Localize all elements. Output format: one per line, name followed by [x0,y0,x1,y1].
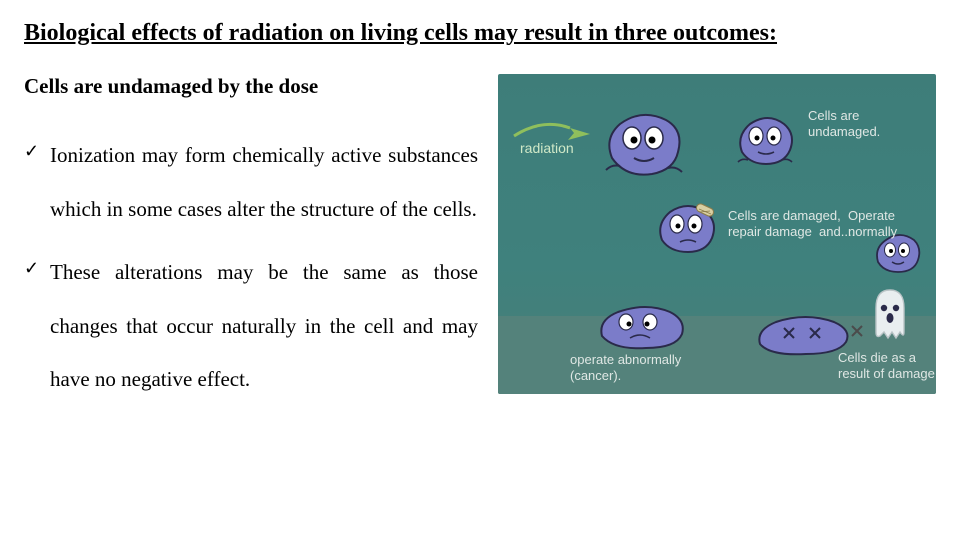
page-title: Biological effects of radiation on livin… [24,18,936,48]
bullet-item: ✓ These alterations may be the same as t… [24,246,478,407]
bullet-item: ✓ Ionization may form chemically active … [24,129,478,236]
subtitle: Cells are undamaged by the dose [24,74,478,99]
cell-abnormal [596,302,688,352]
cell-undamaged [734,114,796,170]
bullet-text: Ionization may form chemically active su… [50,143,478,221]
label-die: Cells die as a result of damage. [838,350,936,383]
bullet-text: These alterations may be the same as tho… [50,260,478,391]
check-icon: ✓ [24,129,39,175]
label-undamaged: Cells are undamaged. [808,108,880,141]
cell-illustration: radiation [498,74,936,394]
content-row: Cells are undamaged by the dose ✓ Ioniza… [24,74,936,417]
label-abnormal: operate abnormally (cancer). [570,352,681,385]
illustration-column: radiation [498,74,936,417]
label-damaged: Cells are damaged, repair damage and.... [728,208,855,241]
cell-initial [602,108,686,180]
radiation-label: radiation [520,140,574,156]
cell-ghost [870,288,910,342]
check-icon: ✓ [24,246,39,292]
label-operate: Operate normally [848,208,936,241]
cell-damaged-repair [654,202,718,258]
bullet-list: ✓ Ionization may form chemically active … [24,129,478,407]
text-column: Cells are undamaged by the dose ✓ Ioniza… [24,74,498,417]
